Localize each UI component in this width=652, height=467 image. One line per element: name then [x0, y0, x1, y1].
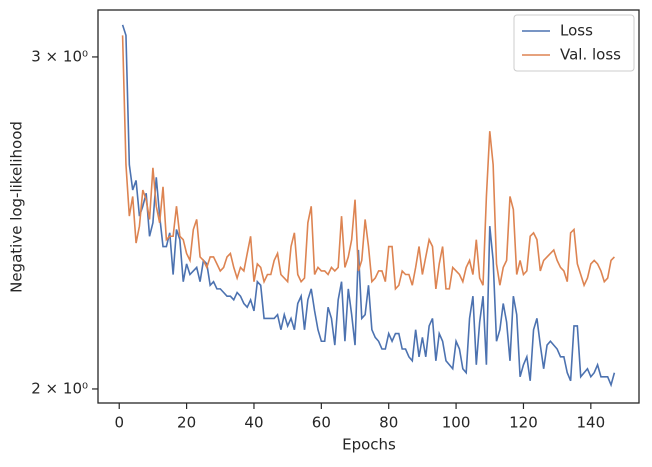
legend-label: Loss	[560, 22, 593, 40]
legend-box	[513, 14, 635, 72]
y-tick-label: 2 × 10⁰	[31, 379, 88, 397]
x-tick-label: 0	[114, 414, 124, 432]
x-tick-label: 20	[177, 414, 196, 432]
series-line	[121, 24, 616, 388]
x-tick-label: 140	[577, 414, 606, 432]
x-axis-label: Epochs	[342, 436, 396, 454]
y-tick-label: 3 × 10⁰	[31, 47, 88, 65]
x-tick-label: 120	[509, 414, 538, 432]
y-axis-label: Negative log-likelihood	[8, 121, 26, 293]
plot-frame	[97, 9, 640, 404]
x-tick-label: 80	[379, 414, 398, 432]
x-tick-label: 100	[442, 414, 471, 432]
series-line	[121, 35, 615, 291]
x-tick-label: 40	[244, 414, 263, 432]
legend-label: Val. loss	[560, 46, 621, 64]
x-tick-label: 60	[312, 414, 331, 432]
